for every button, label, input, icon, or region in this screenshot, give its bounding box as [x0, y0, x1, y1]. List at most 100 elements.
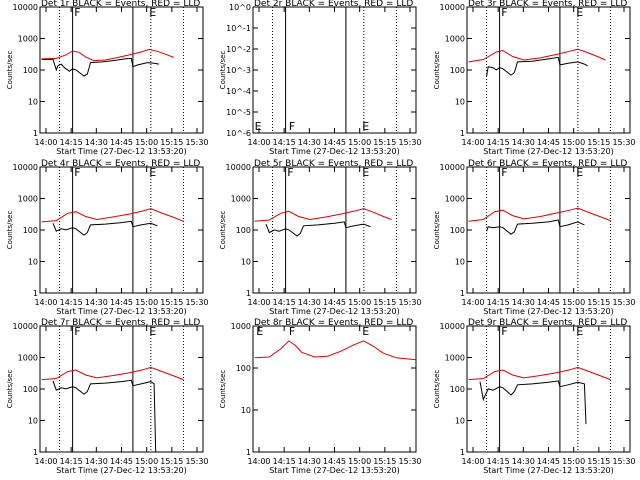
x-axis-label: Start Time (27-Dec-12 13:53:20) [483, 466, 614, 475]
y-tick-label: 100 [450, 66, 465, 75]
x-tick-label: 14:15 [273, 138, 296, 147]
x-axis-label: Start Time (27-Dec-12 13:53:20) [56, 147, 187, 156]
marker-label: E [149, 166, 156, 179]
y-tick-label: 10^-6 [226, 129, 251, 138]
y-tick-label: 10000 [440, 322, 465, 331]
y-tick-label: 100 [23, 226, 38, 235]
panel-title: Det 9r BLACK = Events, RED = LLD [468, 318, 627, 328]
x-tick-label: 14:45 [537, 138, 560, 147]
x-tick-label: 14:00 [34, 138, 57, 147]
marker-label: F [501, 166, 507, 179]
marker-label: F [289, 120, 295, 133]
y-tick-label: 1000 [231, 195, 251, 204]
panel-title: Det 2r BLACK = Events, RED = LLD [254, 0, 413, 9]
marker-label: E [255, 120, 262, 133]
series-events-line [479, 380, 587, 425]
x-tick-label: 14:30 [512, 457, 535, 466]
x-tick-label: 14:15 [60, 457, 83, 466]
y-tick-label: 1000 [445, 35, 465, 44]
y-tick-label: 100 [236, 364, 251, 373]
y-tick-label: 10000 [13, 3, 38, 12]
y-tick-label: 1000 [231, 322, 251, 331]
x-axis-label: Start Time (27-Dec-12 13:53:20) [56, 466, 187, 475]
x-tick-label: 14:00 [461, 298, 484, 307]
y-tick-label: 100 [450, 385, 465, 394]
x-tick-label: 15:30 [612, 138, 635, 147]
detector-panel-3: Det 3r BLACK = Events, RED = LLD 1 10 100 10… [433, 0, 636, 156]
x-tick-label: 15:30 [398, 138, 421, 147]
x-tick-label: 14:45 [110, 138, 133, 147]
series-lld-line [41, 366, 184, 381]
x-tick-label: 14:00 [34, 298, 57, 307]
y-tick-label: 100 [236, 226, 251, 235]
y-tick-label: 1 [246, 448, 251, 457]
series-lld-line [41, 48, 174, 62]
y-tick-label: 10 [28, 98, 38, 107]
x-tick-label: 15:00 [348, 298, 371, 307]
y-tick-label: 10 [455, 417, 465, 426]
marker-label: E [362, 325, 369, 338]
x-tick-label: 14:00 [247, 138, 270, 147]
y-tick-label: 1000 [445, 195, 465, 204]
x-tick-label: 14:30 [512, 138, 535, 147]
x-tick-label: 14:15 [487, 298, 510, 307]
y-tick-label: 10000 [226, 163, 251, 172]
y-tick-label: 10000 [440, 3, 465, 12]
x-tick-label: 14:45 [110, 298, 133, 307]
x-tick-label: 15:15 [373, 298, 396, 307]
series-lld-line [254, 208, 392, 222]
series-lld-line [468, 366, 611, 381]
y-tick-label: 100 [23, 385, 38, 394]
x-tick-label: 14:15 [60, 138, 83, 147]
panel-title: Det 3r BLACK = Events, RED = LLD [468, 0, 627, 9]
x-tick-label: 15:15 [587, 138, 610, 147]
x-axis-label: Start Time (27-Dec-12 13:53:20) [269, 147, 400, 156]
y-tick-label: 1 [460, 448, 465, 457]
series-lld-line [254, 340, 417, 361]
x-tick-label: 14:45 [537, 298, 560, 307]
x-tick-label: 14:45 [323, 298, 346, 307]
x-tick-label: 15:00 [562, 457, 585, 466]
y-tick-label: 10 [241, 406, 251, 415]
x-tick-label: 15:00 [348, 138, 371, 147]
x-tick-label: 14:00 [34, 457, 57, 466]
x-tick-label: 14:15 [273, 298, 296, 307]
y-tick-label: 10^-3 [226, 66, 251, 75]
series-events-line [486, 219, 585, 235]
y-tick-label: 10 [28, 258, 38, 267]
x-tick-label: 15:15 [373, 138, 396, 147]
x-tick-label: 14:00 [461, 138, 484, 147]
x-tick-label: 14:30 [298, 457, 321, 466]
y-tick-label: 1000 [445, 354, 465, 363]
x-tick-label: 14:15 [487, 457, 510, 466]
y-axis-label: Counts/sec [219, 370, 227, 409]
plot-frame [466, 6, 631, 134]
y-tick-label: 1 [460, 289, 465, 298]
marker-label: E [149, 325, 156, 338]
series-events-line [52, 379, 157, 453]
x-tick-label: 14:00 [461, 457, 484, 466]
x-tick-label: 14:00 [247, 457, 270, 466]
x-axis-label: Start Time (27-Dec-12 13:53:20) [483, 147, 614, 156]
plot-frame [252, 6, 417, 134]
y-tick-label: 1000 [18, 195, 38, 204]
y-tick-label: 10^-1 [226, 24, 251, 33]
y-tick-label: 10 [28, 417, 38, 426]
panel-title: Det 7r BLACK = Events, RED = LLD [41, 318, 200, 328]
y-tick-label: 1000 [18, 35, 38, 44]
x-tick-label: 15:15 [160, 298, 183, 307]
panel-title: Det 8r BLACK = Events, RED = LLD [254, 318, 413, 328]
y-axis-label: Counts/sec [6, 211, 14, 250]
panel-title: Det 6r BLACK = Events, RED = LLD [468, 159, 627, 169]
x-tick-label: 14:00 [247, 298, 270, 307]
x-tick-label: 14:15 [487, 138, 510, 147]
marker-label: F [287, 166, 293, 179]
y-tick-label: 1 [33, 129, 38, 138]
y-tick-label: 1 [246, 289, 251, 298]
x-tick-label: 14:30 [512, 298, 535, 307]
marker-label: F [289, 325, 295, 338]
y-axis-label: Counts/sec [433, 211, 441, 250]
plot-frame [466, 166, 631, 294]
plot-frame [252, 166, 417, 294]
